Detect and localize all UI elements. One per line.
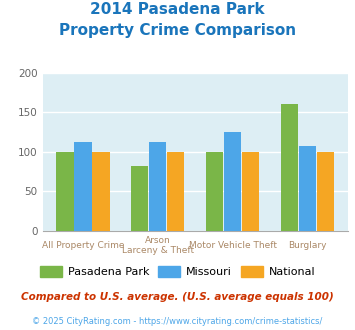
Text: Motor Vehicle Theft: Motor Vehicle Theft	[189, 241, 277, 250]
Text: Property Crime Comparison: Property Crime Comparison	[59, 23, 296, 38]
Text: Burglary: Burglary	[288, 241, 327, 250]
Text: 2014 Pasadena Park: 2014 Pasadena Park	[90, 2, 265, 16]
Bar	[317, 152, 334, 231]
Text: Arson: Arson	[145, 236, 171, 245]
Bar	[131, 166, 148, 231]
Bar	[281, 104, 298, 231]
Bar	[167, 152, 184, 231]
Bar	[75, 142, 92, 231]
Bar	[224, 132, 241, 231]
Text: All Property Crime: All Property Crime	[42, 241, 124, 250]
Text: Larceny & Theft: Larceny & Theft	[122, 246, 194, 255]
Text: Compared to U.S. average. (U.S. average equals 100): Compared to U.S. average. (U.S. average …	[21, 292, 334, 302]
Bar	[206, 152, 223, 231]
Bar	[92, 152, 110, 231]
Bar	[242, 152, 259, 231]
Bar	[149, 142, 166, 231]
Bar	[56, 152, 74, 231]
Legend: Pasadena Park, Missouri, National: Pasadena Park, Missouri, National	[36, 261, 320, 281]
Bar	[299, 146, 316, 231]
Text: © 2025 CityRating.com - https://www.cityrating.com/crime-statistics/: © 2025 CityRating.com - https://www.city…	[32, 317, 323, 326]
